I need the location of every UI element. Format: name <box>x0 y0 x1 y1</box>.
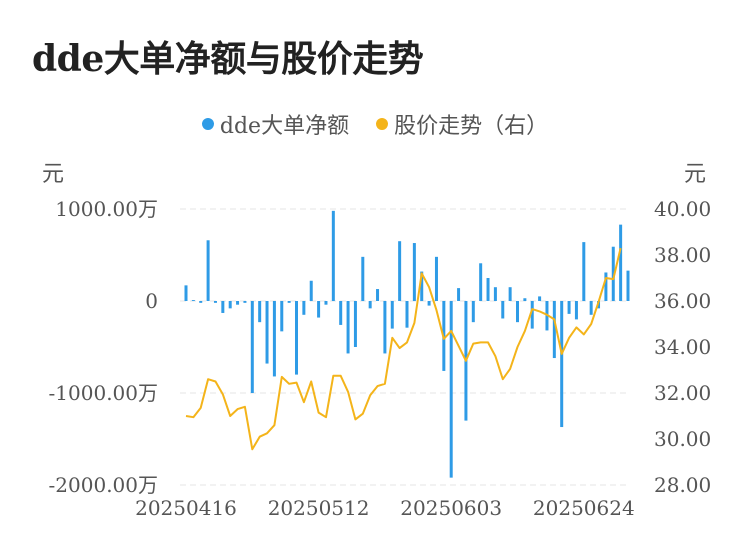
bar <box>427 301 431 306</box>
bar <box>567 301 571 314</box>
bar <box>295 301 298 375</box>
x-tick-label: 20250416 <box>135 496 237 520</box>
bar <box>258 301 262 323</box>
bar <box>574 301 578 320</box>
bar <box>493 287 497 301</box>
legend-label-line: 股价走势（右） <box>394 114 549 139</box>
x-tick-label: 20250512 <box>268 496 370 520</box>
bar <box>361 256 365 301</box>
x-tick-label: 20250624 <box>533 496 635 520</box>
bar <box>199 301 203 303</box>
bar <box>619 224 623 301</box>
bar <box>486 278 490 301</box>
bar <box>471 301 475 323</box>
bar <box>353 301 357 347</box>
bar <box>412 243 416 301</box>
bar <box>538 296 542 301</box>
legend-item-bars[interactable]: dde大单净额 <box>201 108 350 140</box>
bar <box>346 301 350 354</box>
bar <box>434 256 438 301</box>
right-tick-label: 36.00 <box>654 289 711 313</box>
right-tick-label: 30.00 <box>654 427 711 451</box>
bar <box>560 301 564 428</box>
bar <box>221 301 225 313</box>
bar <box>626 270 630 301</box>
bar <box>457 288 461 301</box>
legend-label-bars: dde大单净额 <box>219 114 350 139</box>
bar <box>236 301 240 305</box>
bar <box>508 287 512 301</box>
bar <box>530 301 534 329</box>
bar <box>479 263 483 301</box>
bar <box>339 301 343 325</box>
bar <box>398 241 402 301</box>
right-tick-label: 38.00 <box>654 243 711 267</box>
bar <box>552 301 556 359</box>
bar <box>611 246 615 301</box>
bar <box>604 272 608 301</box>
bar <box>287 301 291 303</box>
bar <box>390 301 394 329</box>
bar <box>405 301 409 328</box>
right-tick-label: 32.00 <box>654 381 711 405</box>
bar <box>420 271 424 301</box>
chart-title: dde大单净额与股价走势 <box>32 38 424 80</box>
left-axis-unit: 元 <box>42 162 65 187</box>
bar <box>265 301 269 364</box>
legend-item-line[interactable]: 股价走势（右） <box>376 108 548 140</box>
bar <box>523 298 527 301</box>
left-tick-label: 1000.00万 <box>55 197 158 221</box>
legend: dde大单净额 股价走势（右） <box>0 108 750 140</box>
x-tick-label: 20250603 <box>400 496 502 520</box>
bar <box>228 301 232 309</box>
bar <box>331 210 335 301</box>
left-tick-label: -2000.00万 <box>49 473 158 497</box>
bar <box>272 301 276 377</box>
price-line <box>185 247 622 451</box>
bar <box>184 285 188 301</box>
right-tick-label: 28.00 <box>654 473 711 497</box>
bar <box>250 301 254 393</box>
bar <box>191 300 195 301</box>
left-tick-label: 0 <box>145 289 158 313</box>
bar <box>302 301 306 315</box>
right-axis-unit: 元 <box>684 162 707 187</box>
bar <box>243 301 247 303</box>
bar <box>324 301 328 305</box>
bar <box>589 301 593 315</box>
bar <box>368 301 372 309</box>
left-tick-label: -1000.00万 <box>49 381 158 405</box>
bar <box>206 240 210 301</box>
legend-marker-line <box>376 118 389 130</box>
bar <box>280 301 284 332</box>
bar <box>449 301 453 478</box>
bar <box>317 301 321 318</box>
bar <box>213 301 217 303</box>
legend-marker-bars <box>201 118 214 130</box>
right-tick-label: 34.00 <box>654 335 711 359</box>
bar <box>309 280 313 301</box>
bar <box>501 301 505 319</box>
bar <box>582 242 586 301</box>
bar <box>516 301 519 323</box>
bar <box>383 301 387 354</box>
bar <box>376 289 380 301</box>
right-tick-label: 40.00 <box>654 197 711 221</box>
